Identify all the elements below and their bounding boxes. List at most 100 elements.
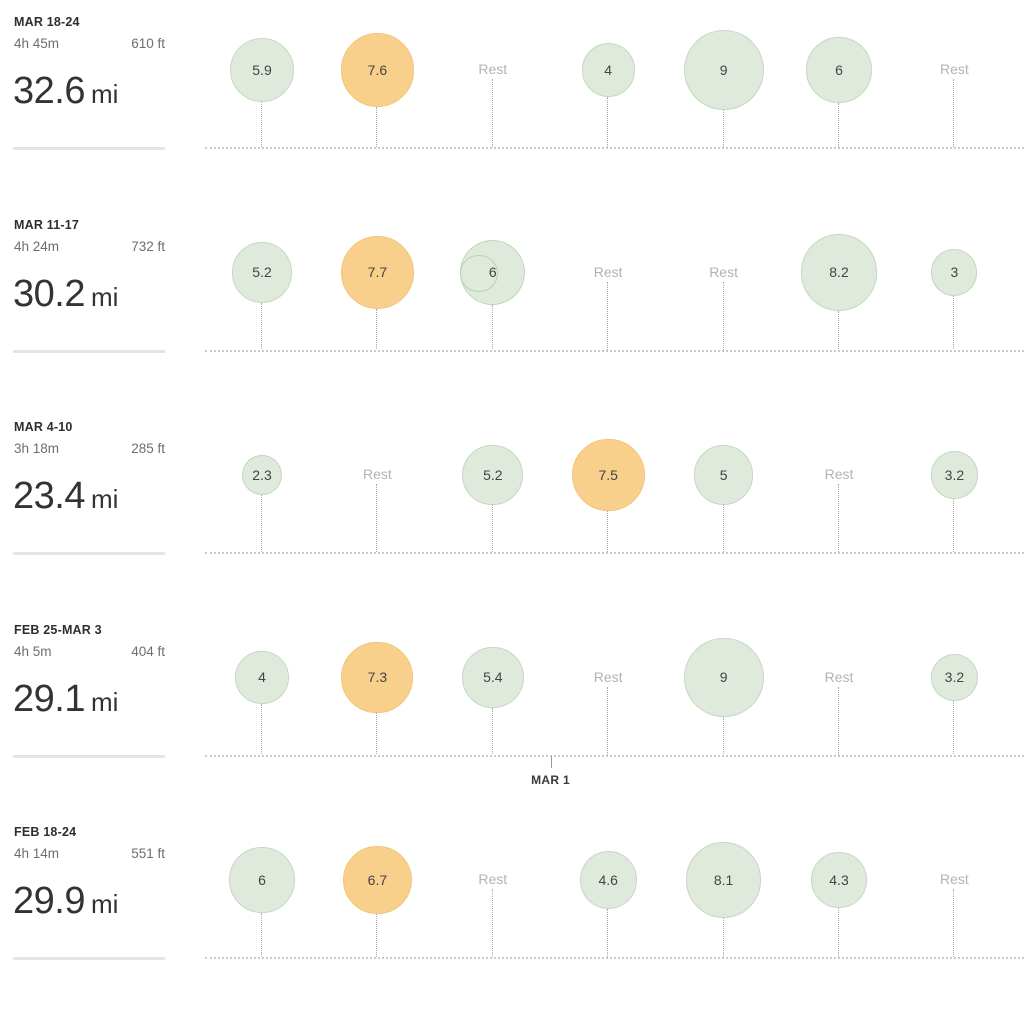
week-distance-value: 29.9 [13,880,85,922]
run-miles-label: 6.7 [367,871,388,888]
long-run-bubble[interactable]: 7.5 [571,438,645,512]
run-miles-label: 6 [258,871,266,888]
week-summary[interactable]: FEB 25-MAR 3 4h 5m 404 ft 29.1 mi [13,608,165,758]
week-distance-value: 32.6 [13,70,85,112]
week-date-range: FEB 18-24 [14,825,77,839]
day-stem [838,686,839,755]
summary-divider [13,349,165,353]
week-baseline [205,147,1024,149]
rest-label: Rest [824,466,854,482]
week-row[interactable]: MAR 18-24 4h 45m 610 ft 32.6 mi 5.9 7.6 Rest 4 9 6… [0,0,1024,202]
week-row[interactable]: MAR 11-17 4h 24m 732 ft 30.2 mi 5.2 7.7 6 Rest Re… [0,203,1024,405]
day-stem [376,484,378,552]
run-bubble[interactable]: 8.2 [800,234,878,311]
long-run-bubble[interactable]: 7.3 [341,641,414,714]
day-stem [261,704,262,755]
month-boundary-tick [550,755,552,768]
run-bubble[interactable]: 3.2 [930,451,979,499]
week-row[interactable]: MAR 4-10 3h 18m 285 ft 23.4 mi 2.3 Rest 5.2 7.5 5… [0,405,1024,607]
run-bubble[interactable]: 6 [806,37,872,103]
day-stem [722,281,724,350]
day-stem [722,917,724,957]
week-summary[interactable]: MAR 11-17 4h 24m 732 ft 30.2 mi [13,203,165,353]
day-stem [953,79,955,147]
run-miles-label: 5.9 [252,61,272,78]
run-miles-label: 3.2 [944,669,965,686]
day-stem [953,701,955,755]
day-stem [376,914,378,957]
day-stem [376,309,378,350]
day-stem [261,912,262,957]
run-miles-label: 7.3 [367,669,388,686]
run-miles-label: 7.6 [367,61,388,78]
week-date-range: MAR 4-10 [14,420,73,434]
day-stem [376,106,378,147]
run-miles-label: 4.6 [598,871,618,888]
week-distance-unit: mi [90,79,119,109]
summary-divider [13,552,165,555]
run-bubble[interactable]: 2.3 [241,454,283,496]
day-stem [261,302,262,350]
run-bubble[interactable]: 3 [931,249,978,296]
week-baseline [205,349,1024,352]
day-stem [838,484,839,552]
run-bubble[interactable]: 6 [460,239,526,306]
run-bubble[interactable]: 6 [229,847,295,913]
summary-divider [13,754,165,758]
run-bubble[interactable]: 5.9 [229,37,295,103]
run-bubble[interactable]: 9 [683,30,764,110]
run-miles-label: 4 [604,61,613,78]
run-miles-label: 9 [719,61,728,78]
run-bubble[interactable]: 4 [581,43,635,97]
week-row[interactable]: FEB 18-24 4h 14m 551 ft 29.9 mi 6 6.7 Rest 4.6 8.… [0,810,1024,1012]
run-bubble[interactable]: 4.6 [579,851,637,909]
day-stem [376,713,378,755]
week-distance-value: 29.1 [13,677,85,720]
run-bubble[interactable]: 5.2 [462,444,524,506]
week-summary[interactable]: MAR 18-24 4h 45m 610 ft 32.6 mi [13,0,165,150]
week-duration: 3h 18m [14,441,60,456]
day-stem [838,907,839,957]
run-bubble[interactable]: 5.4 [461,646,524,709]
run-bubble[interactable]: 4 [235,650,289,705]
day-stem [491,505,493,552]
rest-label: Rest [593,668,623,685]
day-stem [953,498,955,552]
week-duration: 4h 5m [14,643,52,659]
week-distance: 30.2 mi [13,273,118,316]
run-miles-label: 7.7 [367,264,388,281]
day-stem [722,717,724,755]
week-date-range: MAR 18-24 [14,15,80,29]
rest-label: Rest [478,871,508,887]
week-duration: 4h 14m [14,846,60,861]
day-stem [953,889,955,957]
run-miles-label: 7.5 [598,466,618,483]
run-bubble[interactable]: 5.2 [231,242,293,303]
long-run-bubble[interactable]: 7.7 [340,235,415,310]
run-miles-label: 3.2 [944,466,965,483]
day-stem [491,305,493,350]
long-run-bubble[interactable]: 7.6 [340,33,415,107]
secondary-run-ring [460,254,499,293]
run-bubble[interactable]: 8.1 [685,842,762,918]
week-summary[interactable]: MAR 4-10 3h 18m 285 ft 23.4 mi [13,405,165,555]
run-miles-label: 6 [488,264,497,281]
run-bubble[interactable]: 5 [693,445,754,505]
week-row[interactable]: FEB 25-MAR 3 4h 5m 404 ft 29.1 mi 4 7.3 5.4 Rest… [0,608,1024,810]
day-stem [838,102,839,147]
day-stem [607,96,609,147]
week-distance: 23.4 mi [13,475,118,518]
long-run-bubble[interactable]: 6.7 [342,845,412,915]
week-summary[interactable]: FEB 18-24 4h 14m 551 ft 29.9 mi [13,810,165,960]
day-stem [722,109,724,147]
rest-label: Rest [939,871,969,887]
run-bubble[interactable]: 9 [683,637,764,718]
rest-label: Rest [824,668,854,685]
run-miles-label: 5.2 [483,466,503,483]
run-bubble[interactable]: 4.3 [811,852,867,908]
week-distance-unit: mi [90,281,119,312]
day-stem [607,686,609,755]
run-miles-label: 2.3 [252,466,272,483]
summary-divider [13,957,165,960]
run-bubble[interactable]: 3.2 [930,653,979,702]
